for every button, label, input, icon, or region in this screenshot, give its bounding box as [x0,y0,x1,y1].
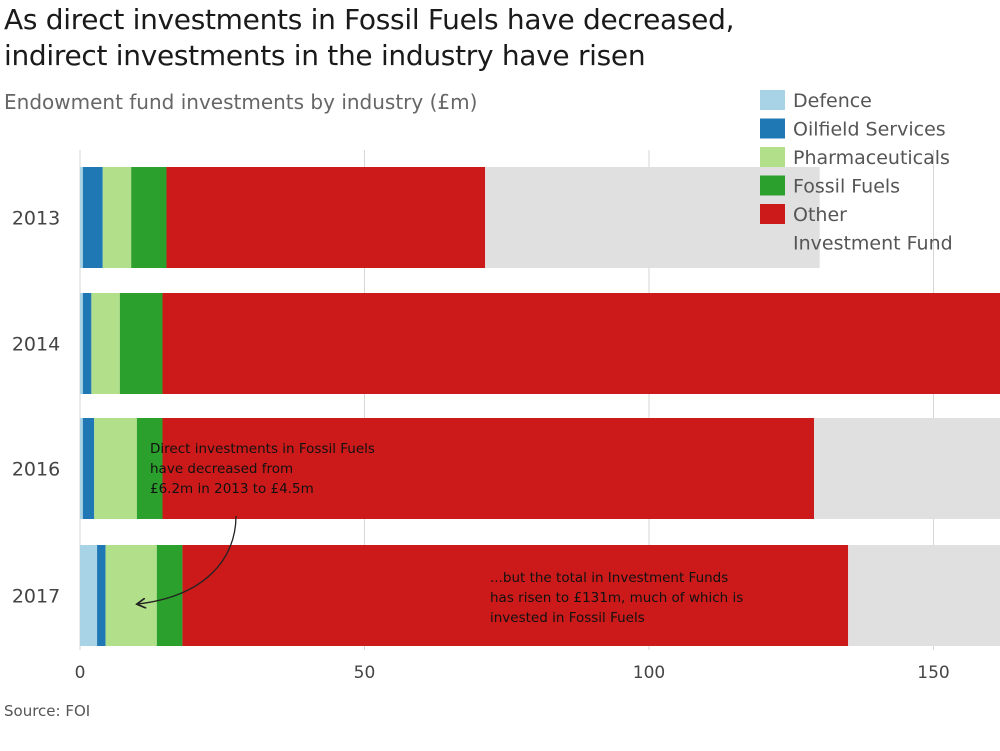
legend-label: Investment Fund [793,233,953,255]
chart-title-line-1: As direct investments in Fossil Fuels ha… [4,3,735,36]
annotation-line: Direct investments in Fossil Fuels [150,441,375,457]
bar-segment [182,545,849,646]
chart-title-line-2: indirect investments in the industry hav… [4,39,646,72]
category-label: 2016 [12,459,60,481]
bar-segment [97,545,106,646]
bar-segment [82,167,103,268]
bar-segment [105,545,157,646]
legend-label: Oilfield Services [793,119,946,141]
bar-segment [136,418,163,519]
bar-segment [91,293,120,394]
annotation-line: £6.2m in 2013 to £4.5m [150,481,314,497]
annotation-investment-funds: ...but the total in Investment Funds has … [490,570,743,626]
source-note: Source: FOI [4,702,91,720]
category-label: 2014 [12,334,60,356]
legend-label: Defence [793,90,872,112]
annotation-line: ...but the total in Investment Funds [490,570,728,586]
annotations: Direct investments in Fossil Fuels have d… [138,441,743,626]
bar-segment [156,545,183,646]
legend-swatch [760,175,785,196]
x-tick-label: 150 [917,663,949,683]
x-tick-label: 50 [354,663,376,683]
x-tick-labels: 050100150200250300 [75,663,950,683]
category-labels: 2013 2014 2016 2017 [12,208,60,608]
category-label: 2017 [12,586,60,608]
bar-segment [94,418,137,519]
bar-segment [80,293,83,394]
bar-segment [80,418,83,519]
legend-label: Pharmaceuticals [793,147,950,169]
annotation-line: invested in Fossil Fuels [490,610,645,626]
bar-segment [166,167,486,268]
x-tick-label: 100 [633,663,665,683]
legend-swatch [760,232,785,253]
legend-swatch [760,90,785,110]
category-label: 2013 [12,208,60,230]
legend-label: Other [793,204,847,226]
legend-swatch [760,204,785,224]
legend-swatch [760,118,785,139]
legend-swatch [760,147,785,167]
bar-segment [814,418,1000,519]
bar-segment [80,545,98,646]
bar-segment [82,293,92,394]
annotation-fossil-fuels: Direct investments in Fossil Fuels have d… [150,441,375,497]
bar-segment [80,167,83,268]
legend: Defence Oilfield Services Pharmaceuticals F… [760,90,953,255]
bar-segment [82,418,95,519]
annotation-line: has risen to £131m, much of which is [490,590,743,606]
annotation-arrow [138,515,237,604]
x-tick-label: 0 [75,663,86,683]
bar-segment [102,167,132,268]
bar-segment [131,167,167,268]
annotation-line: have decreased from [150,461,293,477]
bar-segment [119,293,163,394]
chart-title: As direct investments in Fossil Fuels ha… [4,2,994,74]
bar-segment [848,545,1000,646]
bar-segment [162,418,815,519]
chart-subtitle: Endowment fund investments by industry (… [4,90,478,114]
bar-segment [162,293,1000,394]
legend-label: Fossil Fuels [793,176,900,198]
